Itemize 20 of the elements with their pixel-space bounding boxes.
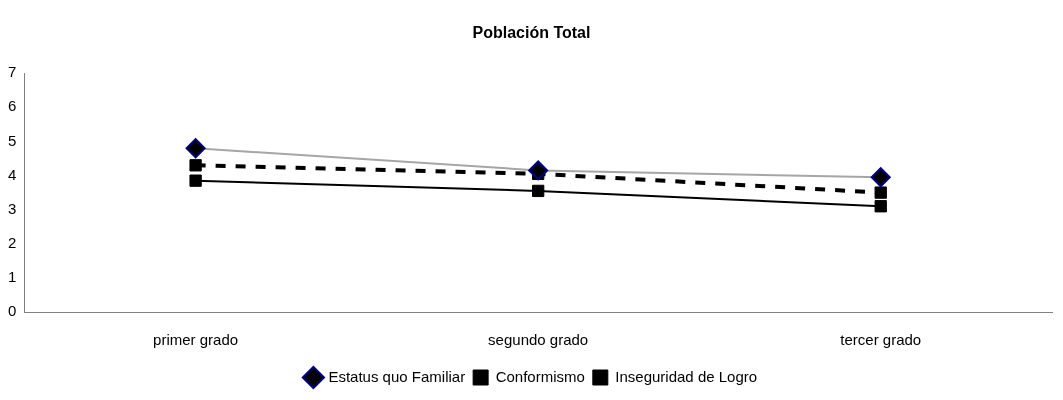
y-tick-label: 7 [8,63,17,81]
y-tick-label: 3 [8,199,17,217]
legend-label: Inseguridad de Logro [615,367,758,385]
x-tick-label: primer grado [153,331,239,349]
legend-label: Conformismo [495,367,585,385]
x-tick-label: segundo grado [488,331,589,349]
x-tick-label: tercer grado [840,331,922,349]
point [532,184,545,198]
legend-label: Estatus quo Familiar [328,367,466,385]
y-tick-label: 4 [8,165,17,183]
point [189,159,202,172]
y-tick-label: 5 [8,131,17,149]
y-tick-label: 1 [8,268,17,286]
y-tick-label: 6 [8,97,17,115]
point [189,174,202,187]
chart-title: Población Total [472,24,591,42]
y-tick-label: 0 [8,302,17,320]
y-tick-label: 2 [8,233,17,251]
point [874,186,887,199]
point [874,200,887,213]
